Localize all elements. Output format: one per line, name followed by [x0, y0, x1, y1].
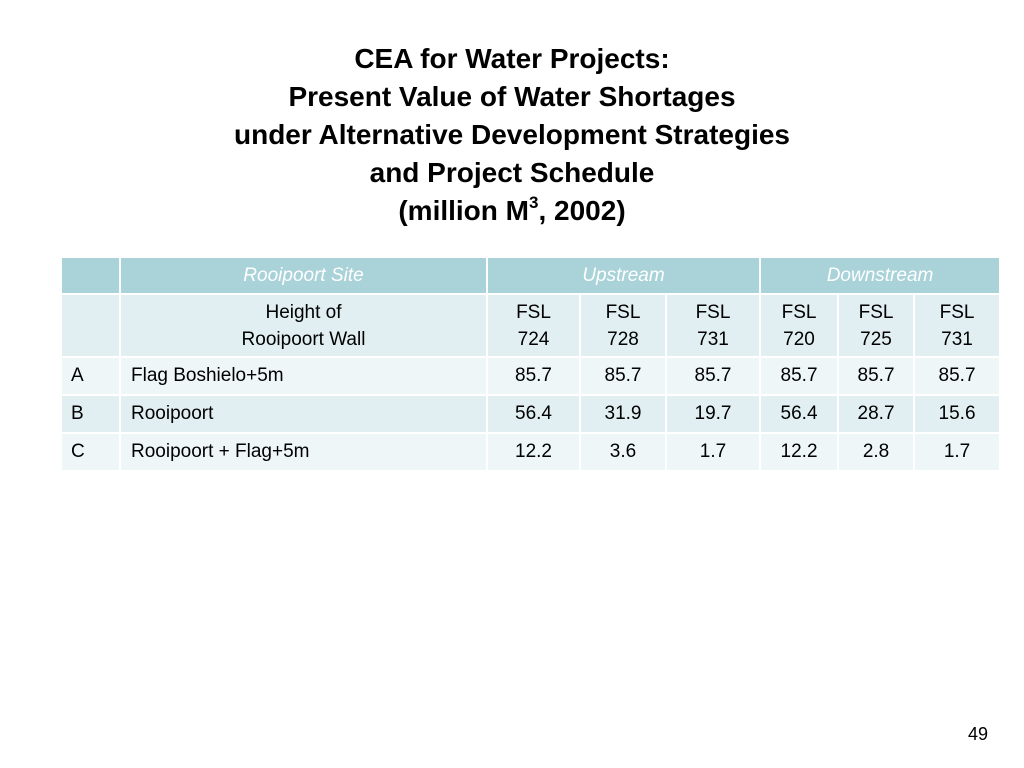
fsl-label: FSL [858, 301, 894, 323]
header-downstream: Downstream [759, 256, 1002, 295]
header-row: Rooipoort Site Upstream Downstream [60, 256, 1002, 295]
subheader-fsl-cell: FSL 731 [913, 293, 1002, 358]
title-line-3: under Alternative Development Strategies [233, 119, 790, 150]
value-cell: 85.7 [759, 356, 840, 396]
title-superscript: 3 [529, 192, 539, 212]
value-cell: 15.6 [913, 394, 1002, 434]
title-line-1: CEA for Water Projects: [354, 43, 670, 74]
fsl-label: FSL [695, 301, 731, 323]
value-cell: 85.7 [579, 356, 667, 396]
fsl-value: 720 [783, 328, 815, 350]
subheader-fsl-cell: FSL 731 [664, 293, 762, 358]
row-key: B [60, 394, 121, 434]
value-cell: 85.7 [486, 356, 581, 396]
value-cell: 56.4 [486, 394, 581, 434]
value-cell: 85.7 [837, 356, 916, 396]
header-blank-cell [60, 256, 121, 295]
subheader-blank-cell [60, 293, 121, 358]
row-label: Rooipoort [119, 394, 488, 434]
header-site: Rooipoort Site [119, 256, 488, 295]
row-key: A [60, 356, 121, 396]
value-cell: 12.2 [759, 432, 840, 472]
subheader-row: Height of Rooipoort Wall FSL 724 FSL 728 FS… [60, 293, 1002, 358]
row-key: C [60, 432, 121, 472]
title-line-5-prefix: (million M [398, 195, 529, 226]
fsl-value: 728 [607, 328, 639, 350]
value-cell: 3.6 [579, 432, 667, 472]
subheader-fsl-cell: FSL 728 [579, 293, 667, 358]
subheader-fsl-cell: FSL 725 [837, 293, 916, 358]
table-row: B Rooipoort 56.4 31.9 19.7 56.4 28.7 15.… [60, 394, 1002, 434]
row-label: Rooipoort + Flag+5m [119, 432, 488, 472]
value-cell: 85.7 [664, 356, 762, 396]
title-line-4: and Project Schedule [369, 157, 655, 188]
header-upstream: Upstream [485, 256, 762, 295]
subheader-label-line-2: Rooipoort Wall [241, 328, 366, 350]
value-cell: 2.8 [837, 432, 916, 472]
data-table: Rooipoort Site Upstream Downstream Heigh… [60, 256, 1002, 472]
title-line-5: (million M3, 2002) [0, 192, 1024, 230]
table-row: A Flag Boshielo+5m 85.7 85.7 85.7 85.7 8… [60, 356, 1002, 396]
fsl-value: 731 [941, 328, 973, 350]
value-cell: 28.7 [837, 394, 916, 434]
value-cell: 56.4 [759, 394, 840, 434]
subheader-label: Height of Rooipoort Wall [119, 293, 488, 358]
row-label: Flag Boshielo+5m [119, 356, 488, 396]
fsl-value: 725 [860, 328, 892, 350]
value-cell: 1.7 [913, 432, 1002, 472]
value-cell: 31.9 [579, 394, 667, 434]
value-cell: 19.7 [664, 394, 762, 434]
value-cell: 85.7 [913, 356, 1002, 396]
subheader-label-line-1: Height of [265, 301, 342, 323]
fsl-label: FSL [516, 301, 551, 323]
table-row: C Rooipoort + Flag+5m 12.2 3.6 1.7 12.2 … [60, 432, 1002, 472]
subheader-fsl-cell: FSL 720 [759, 293, 840, 358]
value-cell: 12.2 [486, 432, 581, 472]
slide-title: CEA for Water Projects: Present Value of… [0, 40, 1024, 230]
title-line-5-suffix: , 2002) [538, 195, 626, 226]
subheader-fsl-cell: FSL 724 [486, 293, 581, 358]
fsl-label: FSL [939, 301, 975, 323]
fsl-value: 731 [697, 328, 729, 350]
value-cell: 1.7 [664, 432, 762, 472]
page-number: 49 [967, 724, 988, 744]
fsl-label: FSL [605, 301, 641, 323]
fsl-value: 724 [517, 328, 550, 350]
title-line-2: Present Value of Water Shortages [288, 81, 736, 112]
fsl-label: FSL [781, 301, 817, 323]
